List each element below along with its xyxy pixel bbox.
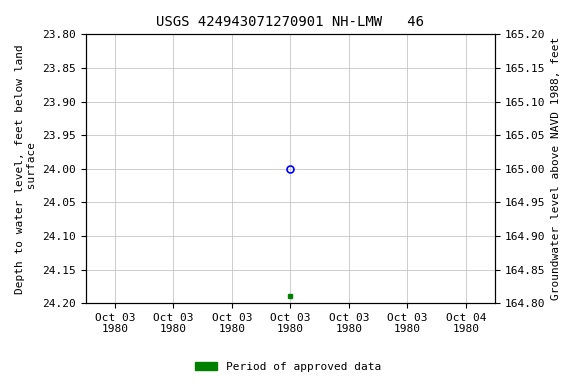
Title: USGS 424943071270901 NH-LMW   46: USGS 424943071270901 NH-LMW 46 (157, 15, 425, 29)
Legend: Period of approved data: Period of approved data (191, 358, 385, 377)
Y-axis label: Depth to water level, feet below land
 surface: Depth to water level, feet below land su… (15, 44, 37, 294)
Y-axis label: Groundwater level above NAVD 1988, feet: Groundwater level above NAVD 1988, feet (551, 37, 561, 300)
